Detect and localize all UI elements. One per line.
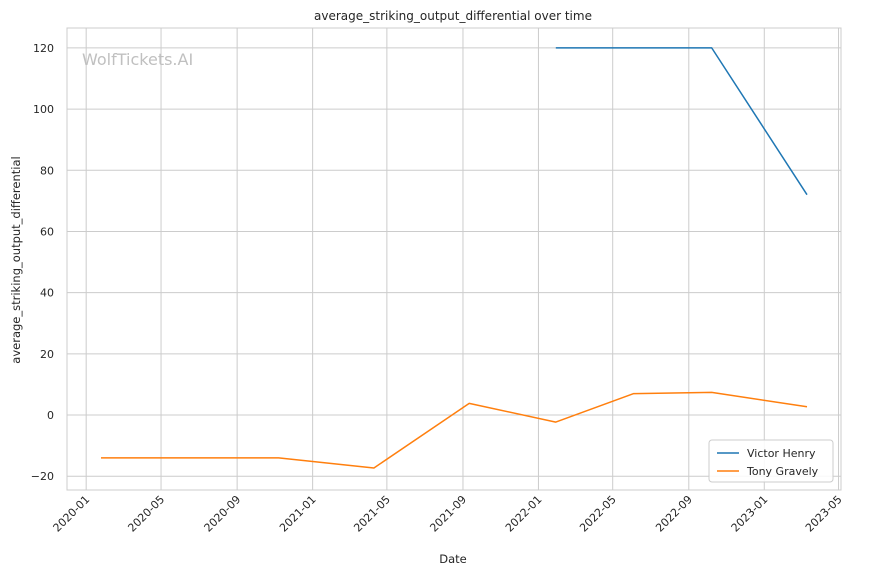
legend-label-tony-gravely: Tony Gravely: [746, 465, 819, 478]
watermark-text: WolfTickets.AI: [82, 50, 193, 69]
series-line-tony-gravely: [101, 391, 808, 469]
y-tick-label: 0: [47, 409, 54, 422]
plot-background: [67, 28, 841, 490]
y-axis-title: average_striking_output_differential: [9, 156, 23, 363]
plot-area: 2020-01 2020-05 2020-09 2021-01 2021-05 2021-…: [31, 27, 845, 535]
y-tick-label: 60: [40, 225, 54, 238]
plot-frame: [66, 27, 842, 491]
y-tick-label: 80: [40, 164, 54, 177]
legend: Victor Henry Tony Gravely: [708, 439, 834, 483]
y-tick-label: 20: [40, 348, 54, 361]
legend-box: [708, 439, 834, 483]
y-tick-label: 120: [33, 42, 54, 55]
x-axis-title: Date: [439, 552, 467, 566]
y-tick-label: 40: [40, 287, 54, 300]
legend-label-victor-henry: Victor Henry: [747, 447, 816, 460]
y-tick-label: 100: [33, 103, 54, 116]
y-tick-label: −20: [31, 470, 54, 483]
series-line-victor-henry: [555, 47, 808, 196]
chart-title: average_striking_output_differential ove…: [314, 9, 592, 23]
